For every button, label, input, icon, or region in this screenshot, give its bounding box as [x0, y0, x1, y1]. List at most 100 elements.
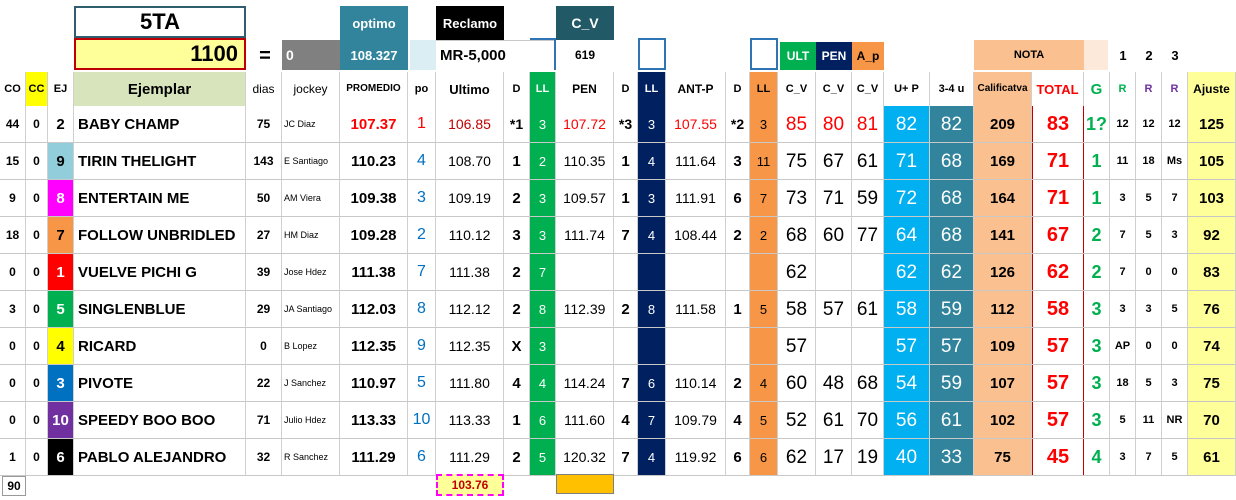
cell-cv1: 62: [778, 254, 816, 290]
cell-r3: 12: [1162, 106, 1188, 142]
cell-total[interactable]: 83: [1032, 106, 1084, 142]
amount-cell[interactable]: 1100: [74, 38, 246, 70]
cell-total[interactable]: 67: [1032, 217, 1084, 253]
cell-ll3: 3: [750, 106, 778, 142]
cell-jockey: JC Diaz: [282, 106, 340, 142]
cell-ajuste[interactable]: 74: [1188, 328, 1236, 364]
cell-ajuste[interactable]: 76: [1188, 291, 1236, 327]
cell-jockey: Jose Hdez: [282, 254, 340, 290]
cell-ajuste[interactable]: 75: [1188, 365, 1236, 401]
cell-cv3: 77: [852, 217, 884, 253]
header-ejemplar: Ejemplar: [74, 72, 246, 106]
cell-ajuste[interactable]: 83: [1188, 254, 1236, 290]
cell-ejemplar[interactable]: PABLO ALEJANDRO: [74, 439, 246, 475]
cell-calificativa: 112: [974, 291, 1032, 327]
cell-u34: 57: [930, 328, 974, 364]
header-ant-p: ANT-P: [666, 72, 726, 106]
optimo-value[interactable]: 108.327: [340, 40, 408, 70]
zero-cell[interactable]: 0: [282, 40, 340, 70]
cell-promedio: 112.35: [340, 328, 408, 364]
header-u-p: U+ P: [884, 72, 930, 106]
cell-ant-p: [666, 328, 726, 364]
cell-r1: 5: [1110, 402, 1136, 438]
reclamo-value[interactable]: MR-5,000: [436, 40, 556, 70]
cell-cv2: 48: [816, 365, 852, 401]
cell-ajuste[interactable]: 125: [1188, 106, 1236, 142]
race-label[interactable]: 5TA: [74, 6, 246, 38]
cell-ejemplar[interactable]: RICARD: [74, 328, 246, 364]
cell-ultimo: 113.33: [436, 402, 504, 438]
cell-cc: 0: [26, 402, 48, 438]
cell-ant-p: 107.55: [666, 106, 726, 142]
cell-d2: *3: [614, 106, 638, 142]
cell-u-p: 56: [884, 402, 930, 438]
cell-r2: 5: [1136, 365, 1162, 401]
cv-label: C_V: [556, 6, 614, 40]
cell-d3: *2: [726, 106, 750, 142]
cell-total[interactable]: 57: [1032, 328, 1084, 364]
cell-total[interactable]: 71: [1032, 180, 1084, 216]
cell-ajuste[interactable]: 103: [1188, 180, 1236, 216]
cell-ajuste[interactable]: 61: [1188, 439, 1236, 475]
cv-value[interactable]: 619: [574, 48, 596, 62]
cell-promedio: 110.23: [340, 143, 408, 179]
cell-ejemplar[interactable]: BABY CHAMP: [74, 106, 246, 142]
cell-ajuste[interactable]: 70: [1188, 402, 1236, 438]
cell-cc: 0: [26, 143, 48, 179]
cell-ajuste[interactable]: 105: [1188, 143, 1236, 179]
table-row-cell-co: 44: [0, 106, 26, 142]
cell-ll3: 5: [750, 291, 778, 327]
cell-g: 3: [1084, 365, 1110, 401]
cell-ajuste[interactable]: 92: [1188, 217, 1236, 253]
cell-dias: 32: [246, 439, 282, 475]
cell-cv3: 19: [852, 439, 884, 475]
cell-ll3: [750, 254, 778, 290]
cell-r1: 11: [1110, 143, 1136, 179]
row-divider: [0, 475, 1236, 476]
cell-total[interactable]: 45: [1032, 439, 1084, 475]
cell-ejemplar[interactable]: ENTERTAIN ME: [74, 180, 246, 216]
cell-ejemplar[interactable]: TIRIN THELIGHT: [74, 143, 246, 179]
header-jockey: jockey: [282, 72, 340, 106]
cell-ll1: 6: [530, 402, 556, 438]
cell-promedio: 111.29: [340, 439, 408, 475]
cell-cv1: 75: [778, 143, 816, 179]
cell-jockey: JA Santiago: [282, 291, 340, 327]
row-divider: [0, 401, 1236, 402]
cell-r1: AP: [1110, 328, 1136, 364]
header-r1: R: [1110, 72, 1136, 106]
cell-total[interactable]: 71: [1032, 143, 1084, 179]
cell-ultimo: 111.80: [436, 365, 504, 401]
cell-ejemplar[interactable]: FOLLOW UNBRIDLED: [74, 217, 246, 253]
cell-r2: 0: [1136, 328, 1162, 364]
header-cc: CC: [26, 72, 48, 106]
header-dias: dias: [246, 72, 282, 106]
header-ej: EJ: [48, 72, 74, 106]
cell-r2: 5: [1136, 217, 1162, 253]
header-cv3: C_V: [852, 72, 884, 106]
cell-ejemplar[interactable]: PIVOTE: [74, 365, 246, 401]
cell-calificativa: 141: [974, 217, 1032, 253]
header-cv1: C_V: [778, 72, 816, 106]
r-number-2: 2: [1145, 47, 1153, 63]
cell-total[interactable]: 57: [1032, 365, 1084, 401]
ap-label: A_p: [852, 42, 884, 70]
header-ajuste: Ajuste: [1188, 72, 1236, 106]
cell-pen: 120.32: [556, 439, 614, 475]
header-d1: D: [504, 72, 530, 106]
cell-ejemplar[interactable]: VUELVE PICHI G: [74, 254, 246, 290]
table-row-cell-co: 3: [0, 291, 26, 327]
cell-ejemplar[interactable]: SPEEDY BOO BOO: [74, 402, 246, 438]
cell-cv2: 17: [816, 439, 852, 475]
cell-jockey: AM Viera: [282, 180, 340, 216]
cell-po: 5: [408, 365, 436, 401]
cell-total[interactable]: 58: [1032, 291, 1084, 327]
cell-ll2: 4: [638, 143, 666, 179]
cell-total[interactable]: 57: [1032, 402, 1084, 438]
cell-ejemplar[interactable]: SINGLENBLUE: [74, 291, 246, 327]
cell-cc: 0: [26, 328, 48, 364]
cell-d1: *1: [504, 106, 530, 142]
r-number-3: 3: [1171, 47, 1179, 63]
cell-total[interactable]: 62: [1032, 254, 1084, 290]
